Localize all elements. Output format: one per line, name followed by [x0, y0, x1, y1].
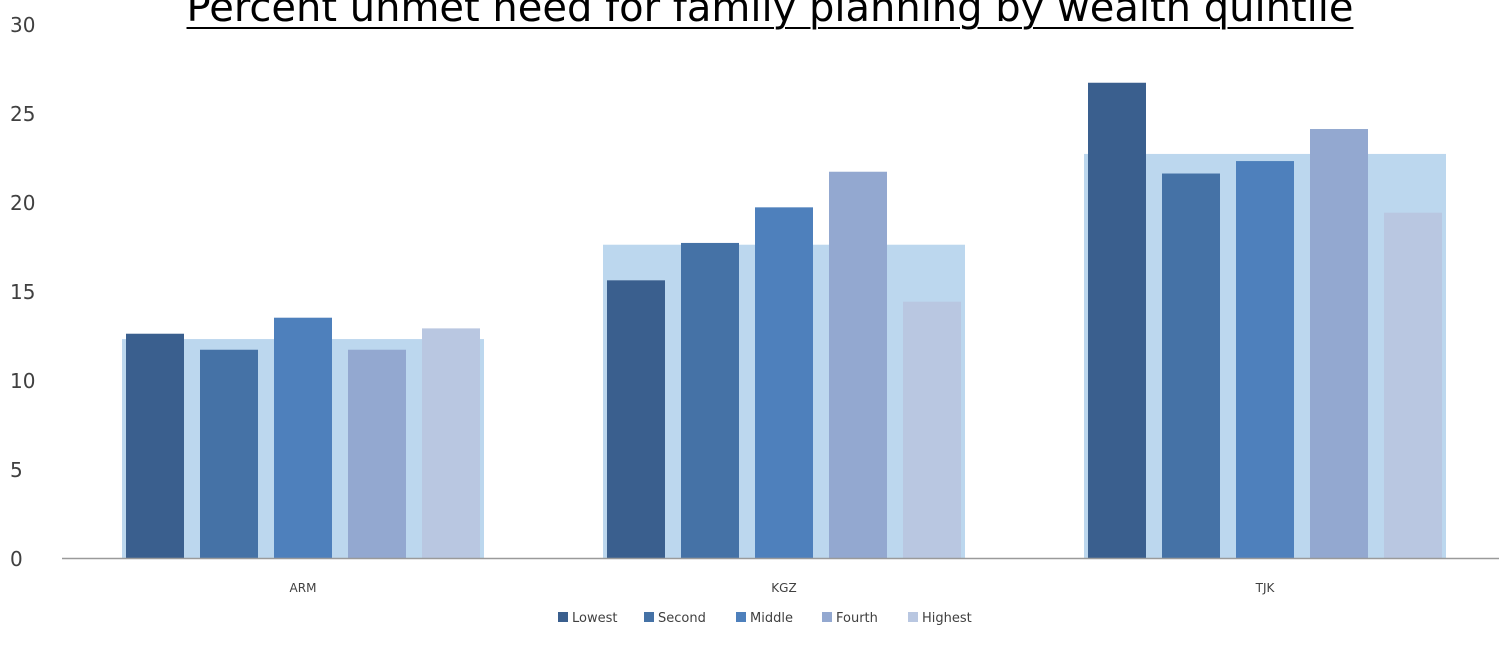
y-tick-label: 20 [10, 191, 35, 215]
legend-swatch-fourth [822, 612, 832, 622]
bar-lowest-arm [126, 333, 184, 558]
legend-label-middle: Middle [750, 611, 793, 626]
legend-label-fourth: Fourth [836, 611, 878, 626]
bar-fourth-arm [348, 349, 406, 558]
bar-middle-kgz [755, 207, 813, 558]
legend-label-highest: Highest [922, 611, 972, 626]
legend-label-lowest: Lowest [572, 611, 617, 626]
bar-highest-tjk [1384, 212, 1442, 558]
legend-swatch-second [644, 612, 654, 622]
bar-highest-arm [422, 328, 480, 558]
legend-label-second: Second [658, 611, 706, 626]
bar-middle-arm [274, 317, 332, 558]
y-tick-label: 25 [10, 102, 35, 126]
x-tick-label: KGZ [771, 581, 796, 595]
bar-lowest-tjk [1088, 82, 1146, 559]
legend-swatch-highest [908, 612, 918, 622]
y-tick-label: 0 [10, 547, 23, 571]
bar-second-tjk [1162, 173, 1220, 558]
y-tick-label: 30 [10, 13, 35, 37]
bar-second-kgz [681, 242, 739, 558]
x-tick-label: ARM [290, 581, 317, 595]
bar-fourth-kgz [829, 171, 887, 559]
y-tick-label: 10 [10, 369, 35, 393]
x-tick-label: TJK [1255, 581, 1276, 595]
legend-swatch-lowest [558, 612, 568, 622]
bar-middle-tjk [1236, 161, 1294, 558]
y-tick-label: 5 [10, 458, 23, 482]
bar-highest-kgz [903, 301, 961, 558]
y-tick-label: 15 [10, 280, 35, 304]
chart-title: Percent unmet need for family planning b… [186, 0, 1354, 31]
bar-lowest-kgz [607, 280, 665, 558]
legend-swatch-middle [736, 612, 746, 622]
bar-fourth-tjk [1310, 129, 1368, 558]
bar-second-arm [200, 349, 258, 558]
